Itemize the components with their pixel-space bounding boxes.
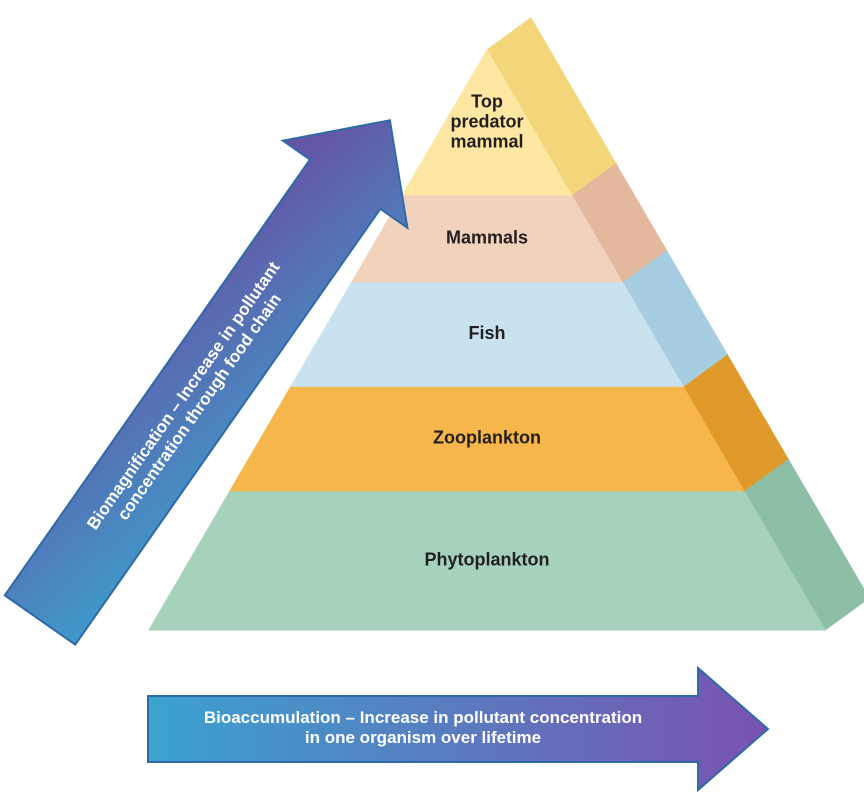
biomagnification-pyramid-diagram: Phytoplankton Zooplankton Fish Mammals Toppr… xyxy=(0,0,864,798)
pyramid-level-label: Fish xyxy=(468,323,505,343)
pyramid-level: Toppredatormammal xyxy=(403,18,616,195)
pyramid-level-label: Mammals xyxy=(446,227,528,247)
diagram-svg: Phytoplankton Zooplankton Fish Mammals Toppr… xyxy=(0,0,864,798)
bioaccumulation-arrow: Bioaccumulation – Increase in pollutant … xyxy=(148,668,768,790)
pyramid-level-label: Phytoplankton xyxy=(425,549,550,569)
pyramid-level-label: Zooplankton xyxy=(433,427,541,447)
